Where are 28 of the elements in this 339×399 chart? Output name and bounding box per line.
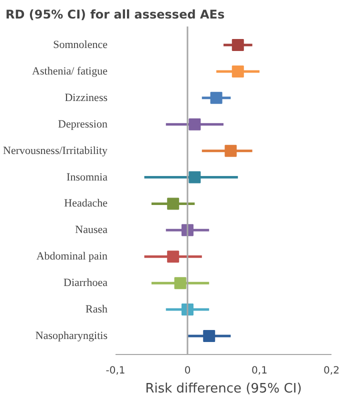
y-tick-label: Rash bbox=[86, 304, 108, 316]
y-tick-label: Somnolence bbox=[53, 39, 108, 52]
y-tick-label: Dizziness bbox=[64, 92, 108, 104]
point bbox=[232, 39, 244, 52]
x-tick-label: 0,2 bbox=[324, 366, 339, 376]
y-tick-label: Depression bbox=[58, 118, 108, 130]
chart-title: RD (95% CI) for all assessed AEs bbox=[6, 8, 225, 22]
y-tick-label: Nasopharyngitis bbox=[35, 330, 108, 342]
y-tick-label: Nausea bbox=[75, 224, 108, 236]
y-tick-label: Asthenia/ fatigue bbox=[32, 65, 108, 78]
point bbox=[167, 198, 180, 210]
x-axis-title: Risk difference (95% CI) bbox=[145, 382, 302, 396]
x-tick-label: 0 bbox=[184, 366, 191, 376]
y-tick-label: Headache bbox=[64, 198, 108, 210]
point bbox=[188, 171, 201, 184]
point bbox=[232, 65, 244, 78]
point bbox=[210, 92, 222, 104]
y-tick-label: Diarrhoea bbox=[64, 277, 108, 290]
y-tick-label: Insomnia bbox=[66, 171, 108, 184]
y-tick-label: Abdominal pain bbox=[36, 250, 108, 263]
x-tick-label: -0,1 bbox=[106, 366, 126, 376]
point bbox=[224, 144, 237, 157]
point bbox=[188, 118, 201, 130]
point bbox=[203, 330, 216, 342]
point bbox=[174, 277, 186, 290]
point bbox=[167, 250, 180, 263]
y-tick-label: Nervousness/Irritability bbox=[3, 144, 108, 157]
x-tick-label: 0,1 bbox=[252, 366, 268, 376]
